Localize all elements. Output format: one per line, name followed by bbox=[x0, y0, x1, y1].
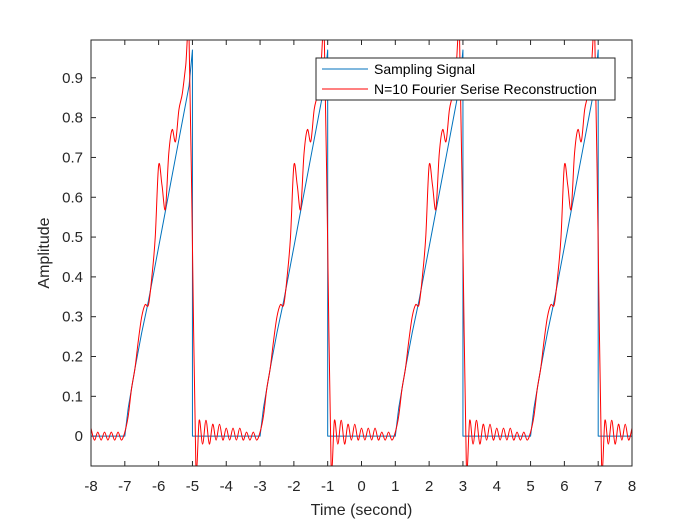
series-line-fourier-reconstruction bbox=[91, 40, 632, 466]
x-tick-label: -3 bbox=[253, 478, 266, 495]
x-tick-label: -5 bbox=[186, 478, 199, 495]
x-tick-label: -1 bbox=[321, 478, 334, 495]
x-tick-label: 4 bbox=[493, 478, 501, 495]
x-tick-label: -4 bbox=[220, 478, 233, 495]
y-tick-label: 0.1 bbox=[62, 388, 83, 405]
y-tick-label: 0.8 bbox=[62, 110, 83, 127]
y-tick-label: 0.4 bbox=[62, 269, 83, 286]
x-axis-ticks: -8 -7 -6 -5 -4 -3 -2 -1 0 1 2 3 4 5 6 7 8 bbox=[84, 40, 636, 495]
x-tick-label: -6 bbox=[152, 478, 165, 495]
x-tick-label: 0 bbox=[357, 478, 365, 495]
x-axis-label: Time (second) bbox=[311, 502, 413, 519]
x-tick-label: -7 bbox=[118, 478, 131, 495]
legend-label-sampling-signal: Sampling Signal bbox=[374, 61, 475, 77]
x-tick-label: -8 bbox=[84, 478, 97, 495]
legend: Sampling Signal N=10 Fourier Serise Reco… bbox=[315, 57, 616, 101]
legend-label-fourier-reconstruction: N=10 Fourier Serise Reconstruction bbox=[374, 81, 597, 97]
y-tick-label: 0.9 bbox=[62, 70, 83, 87]
series-layer bbox=[91, 40, 632, 466]
x-tick-label: -2 bbox=[287, 478, 300, 495]
plot-area bbox=[91, 40, 632, 466]
y-tick-label: 0.3 bbox=[62, 309, 83, 326]
y-tick-label: 0 bbox=[75, 428, 83, 445]
y-axis-label: Amplitude bbox=[36, 217, 53, 288]
x-tick-label: 7 bbox=[594, 478, 602, 495]
y-axis-ticks: 0 0.1 0.2 0.3 0.4 0.5 0.6 0.7 0.8 0.9 bbox=[62, 70, 632, 445]
y-tick-label: 0.7 bbox=[62, 149, 83, 166]
x-tick-label: 5 bbox=[526, 478, 534, 495]
plot-frame bbox=[90, 39, 633, 467]
x-tick-label: 2 bbox=[425, 478, 433, 495]
x-tick-label: 8 bbox=[628, 478, 636, 495]
y-tick-label: 0.6 bbox=[62, 189, 83, 206]
y-tick-label: 0.5 bbox=[62, 229, 83, 246]
x-tick-label: 3 bbox=[459, 478, 467, 495]
y-tick-label: 0.2 bbox=[62, 349, 83, 366]
x-tick-label: 6 bbox=[560, 478, 568, 495]
legend-box bbox=[315, 57, 616, 101]
x-tick-label: 1 bbox=[391, 478, 399, 495]
